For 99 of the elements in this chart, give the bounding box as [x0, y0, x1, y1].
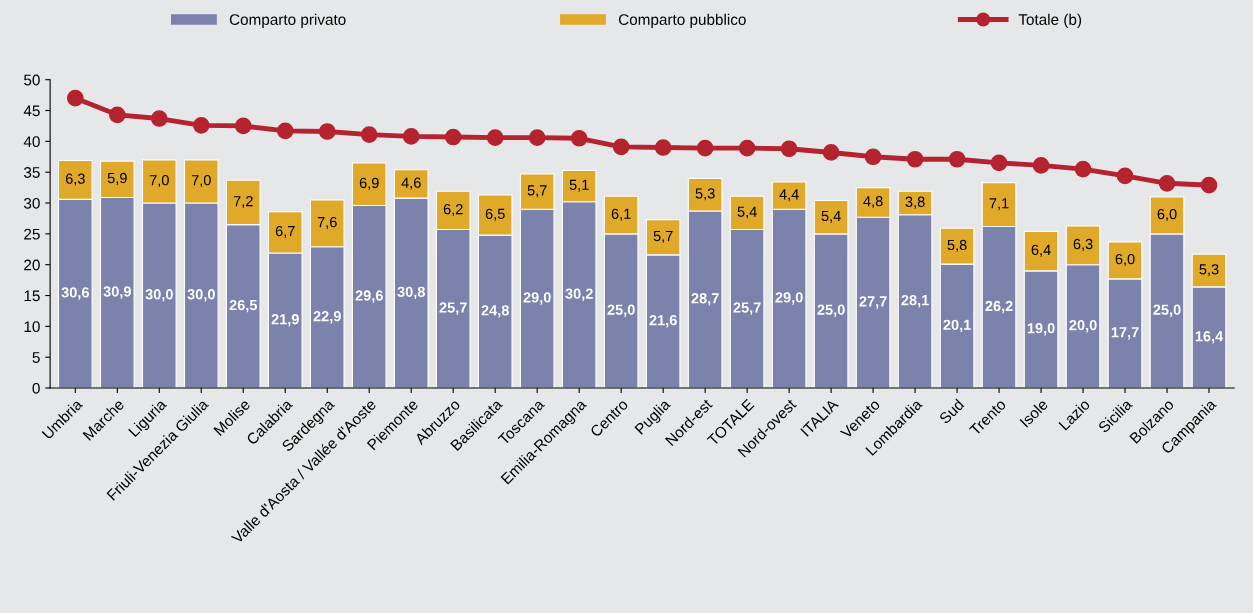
point	[318, 123, 336, 140]
point	[1116, 167, 1134, 185]
data-label: 25,0	[817, 304, 845, 317]
point	[150, 110, 168, 127]
data-label: 6,3	[65, 173, 85, 186]
x-tick-label: Sud	[938, 398, 965, 425]
data-label: 20,0	[1069, 319, 1097, 333]
data-label: 7,0	[149, 175, 169, 188]
data-label: 27,7	[859, 296, 887, 309]
point	[486, 129, 504, 146]
point	[696, 139, 714, 157]
point	[108, 106, 126, 124]
data-label: 30,6	[61, 287, 89, 300]
data-label: 5,4	[737, 206, 757, 219]
data-label: 7,0	[191, 175, 211, 188]
data-label: 21,9	[271, 314, 299, 327]
data-label: 5,1	[569, 179, 589, 192]
data-label: 28,7	[691, 293, 719, 306]
data-label: 6,0	[1115, 253, 1135, 267]
point	[738, 139, 756, 157]
data-label: 6,5	[485, 208, 505, 221]
point	[822, 144, 840, 161]
data-label: 6,9	[359, 177, 379, 190]
y-tick-label: 0	[32, 382, 40, 394]
data-label: 5,3	[695, 188, 715, 201]
point	[66, 89, 84, 107]
data-label: 6,4	[1031, 244, 1051, 257]
data-label: 30,9	[103, 286, 131, 299]
point	[948, 150, 966, 168]
point	[612, 138, 630, 156]
point	[654, 139, 672, 156]
data-label: 29,0	[523, 292, 551, 305]
data-label: 5,7	[653, 230, 673, 243]
y-tick-label: 45	[23, 105, 40, 117]
point	[1032, 157, 1050, 174]
data-label: 4,4	[779, 189, 799, 202]
point	[402, 128, 420, 145]
y-tick-label: 30	[23, 197, 40, 209]
data-label: 6,2	[443, 204, 463, 217]
data-label: 6,7	[275, 225, 295, 238]
point	[906, 150, 924, 168]
y-tick-label: 25	[24, 228, 40, 240]
data-label: 29,0	[775, 292, 803, 305]
data-label: 6,0	[1157, 208, 1177, 221]
y-tick-label: 5	[32, 352, 40, 363]
data-label: 25,0	[607, 304, 635, 317]
data-label: 30,8	[397, 286, 425, 300]
point	[780, 140, 798, 158]
y-tick-label: 20	[24, 259, 40, 271]
point	[570, 129, 588, 147]
data-label: 26,2	[985, 300, 1013, 314]
y-tick-label: 15	[24, 290, 40, 302]
data-label: 22,9	[313, 311, 341, 324]
point	[1200, 176, 1218, 194]
data-label: 5,4	[821, 210, 841, 223]
data-label: 5,7	[527, 185, 547, 198]
point	[864, 148, 882, 166]
data-label: 5,8	[947, 239, 967, 252]
data-label: 25,7	[733, 302, 761, 315]
data-label: 4,6	[401, 177, 421, 190]
data-label: 30,0	[187, 289, 215, 302]
data-label: 7,1	[989, 198, 1009, 211]
legend-label: Comparto pubblico	[618, 13, 746, 28]
point	[192, 116, 210, 134]
data-label: 30,2	[565, 288, 593, 301]
point	[444, 128, 462, 146]
data-label: 20,1	[943, 319, 971, 333]
data-label: 17,7	[1111, 327, 1139, 340]
data-label: 25,0	[1153, 304, 1181, 317]
legend-label: Comparto privato	[229, 13, 346, 28]
data-label: 3,8	[905, 196, 925, 209]
point	[1158, 174, 1176, 192]
data-label: 5,3	[1199, 264, 1219, 277]
legend-label: Totale (b)	[1018, 13, 1082, 28]
data-label: 26,5	[229, 299, 258, 313]
data-label: 28,1	[901, 294, 929, 308]
data-label: 16,4	[1195, 331, 1224, 344]
y-tick-label: 10	[24, 321, 40, 333]
point	[990, 154, 1008, 172]
data-label: 7,2	[233, 196, 253, 209]
point	[276, 122, 294, 140]
point	[528, 129, 546, 146]
data-label: 5,9	[107, 172, 127, 185]
data-label: 21,6	[649, 315, 677, 328]
data-label: 24,8	[481, 305, 509, 318]
point	[234, 117, 252, 135]
data-label: 29,6	[355, 290, 383, 303]
data-label: 7,6	[317, 216, 337, 230]
data-label: 30,0	[145, 289, 173, 302]
data-label: 6,1	[611, 208, 631, 221]
point	[1074, 160, 1092, 178]
data-label: 4,8	[863, 196, 883, 209]
y-tick-label: 35	[23, 167, 40, 178]
data-label: 19,0	[1027, 323, 1055, 336]
point	[360, 126, 378, 143]
y-tick-label: 40	[23, 136, 40, 148]
data-label: 6,3	[1073, 238, 1093, 251]
y-tick-label: 50	[24, 74, 40, 86]
data-label: 25,7	[439, 302, 467, 315]
